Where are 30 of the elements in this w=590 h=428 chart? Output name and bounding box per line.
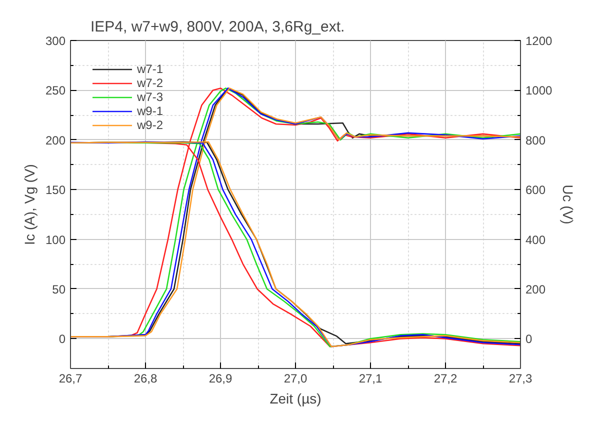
y-tick-label: 0 <box>58 332 66 346</box>
x-tick-label: 26,7 <box>58 372 83 386</box>
x-tick-label: 27,2 <box>434 372 458 386</box>
x-tick-label: 26,9 <box>208 372 233 386</box>
x-tick-label: 27,1 <box>358 372 383 386</box>
y-tick-label: 200 <box>45 133 66 148</box>
x-tick-label: 27,3 <box>508 372 533 386</box>
y2-tick-label: 600 <box>526 183 546 198</box>
y-tick-label: 150 <box>45 183 66 198</box>
y2-tick-label: 0 <box>526 332 532 346</box>
y-tick-label: 250 <box>45 84 66 98</box>
chart-title: IEP4, w7+w9, 800V, 200A, 3,6Rg_ext. <box>90 18 345 36</box>
y2-tick-label: 800 <box>526 133 546 148</box>
y2-tick-label: 200 <box>526 282 546 296</box>
x-tick-label: 27,0 <box>284 372 308 386</box>
x-axis-title: Zeit (µs) <box>270 390 322 406</box>
y2-tick-label: 400 <box>526 232 546 247</box>
legend-label: w9-1 <box>137 104 164 118</box>
legend-label: w7-3 <box>137 90 164 104</box>
y-axis-title: Ic (A), Vg (V) <box>21 164 38 245</box>
y-tick-label: 50 <box>52 282 66 296</box>
y2-tick-label: 1000 <box>526 84 553 98</box>
x-tick-label: 26,8 <box>134 372 158 386</box>
legend-label: w7-2 <box>137 76 164 90</box>
legend-label: w7-1 <box>137 62 164 76</box>
legend-label: w9-2 <box>137 118 164 132</box>
y-tick-label: 300 <box>45 34 66 48</box>
y2-axis-title: Uc (V) <box>560 184 576 224</box>
y2-tick-label: 1200 <box>526 34 553 48</box>
y-tick-label: 100 <box>45 232 66 247</box>
